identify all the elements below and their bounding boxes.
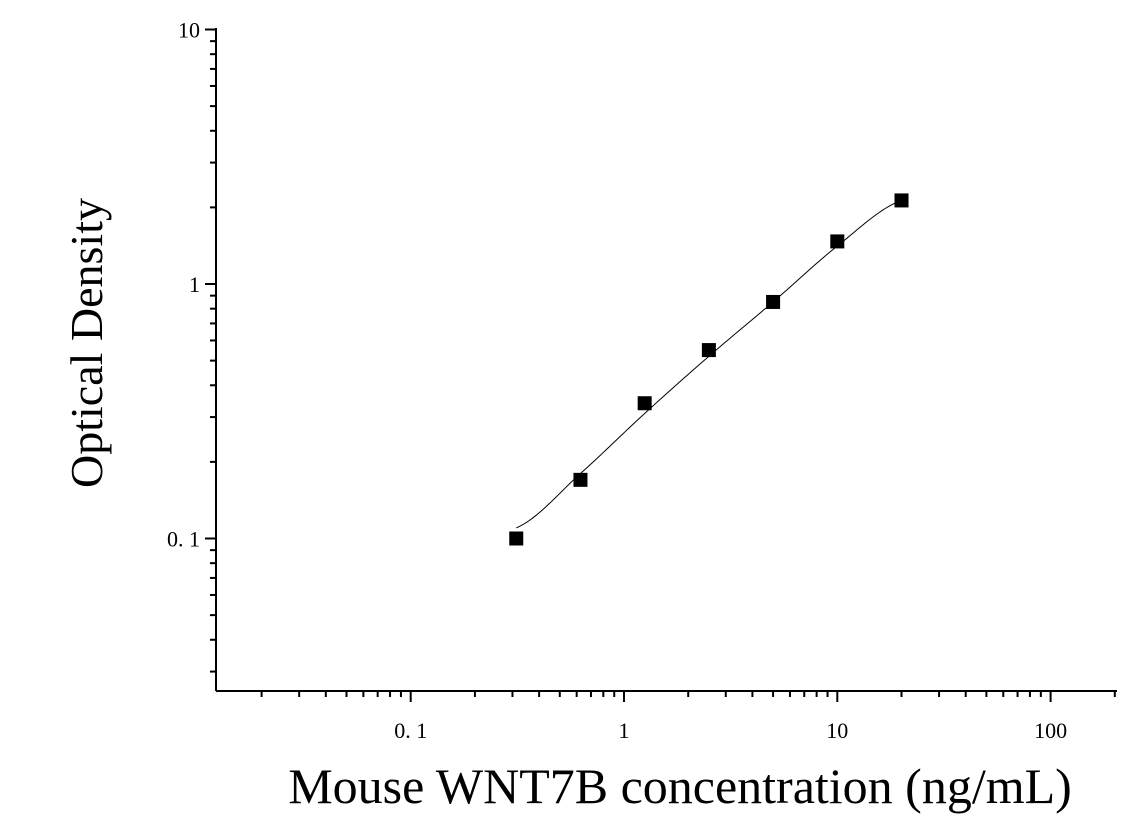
- y-tick-label: 1: [189, 272, 200, 297]
- data-point: [637, 396, 652, 411]
- y-tick-label: 10: [178, 18, 200, 43]
- data-point: [701, 343, 716, 358]
- data-points: [509, 193, 909, 546]
- data-point: [509, 531, 524, 546]
- y-axis-title: Optical Density: [61, 198, 112, 488]
- data-point: [766, 294, 781, 309]
- data-point: [573, 472, 588, 487]
- data-point: [830, 234, 845, 249]
- y-tick-label: 0. 1: [167, 527, 200, 552]
- x-tick-label: 10: [826, 718, 848, 743]
- x-tick-label: 0. 1: [394, 718, 427, 743]
- x-axis-title: Mouse WNT7B concentration (ng/mL): [288, 758, 1072, 814]
- major-ticks: [205, 28, 1052, 702]
- tick-labels: 0. 1 1 10 100 0. 1 1 10: [167, 18, 1067, 744]
- data-point: [894, 193, 909, 208]
- x-tick-label: 100: [1034, 718, 1067, 743]
- minor-ticks: [210, 40, 1116, 697]
- x-tick-label: 1: [619, 718, 630, 743]
